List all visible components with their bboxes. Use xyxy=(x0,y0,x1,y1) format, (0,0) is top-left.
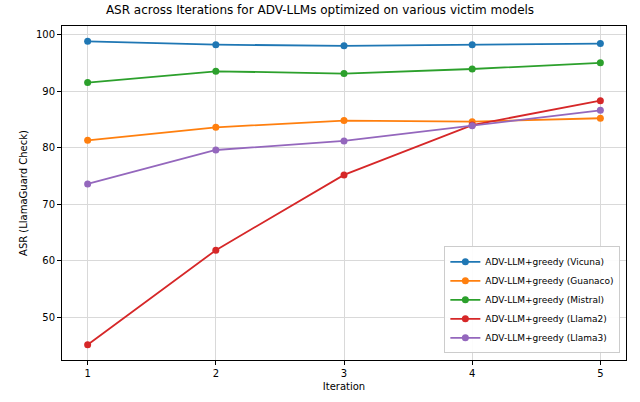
svg-text:ASR across Iterations for ADV-: ASR across Iterations for ADV-LLMs optim… xyxy=(106,3,534,17)
svg-text:1: 1 xyxy=(84,368,90,379)
svg-text:100: 100 xyxy=(36,29,55,40)
svg-text:5: 5 xyxy=(597,368,603,379)
svg-text:ADV-LLM+greedy (Mistral): ADV-LLM+greedy (Mistral) xyxy=(485,295,604,305)
svg-text:ADV-LLM+greedy (Guanaco): ADV-LLM+greedy (Guanaco) xyxy=(485,276,613,286)
svg-text:60: 60 xyxy=(42,255,55,266)
svg-text:90: 90 xyxy=(42,86,55,97)
svg-text:ADV-LLM+greedy (Vicuna): ADV-LLM+greedy (Vicuna) xyxy=(485,257,604,267)
svg-text:70: 70 xyxy=(42,199,55,210)
svg-text:80: 80 xyxy=(42,142,55,153)
svg-text:ADV-LLM+greedy (Llama3): ADV-LLM+greedy (Llama3) xyxy=(485,333,606,343)
svg-text:ASR (LlamaGuard Check): ASR (LlamaGuard Check) xyxy=(18,130,29,256)
svg-text:Iteration: Iteration xyxy=(323,381,365,392)
svg-text:2: 2 xyxy=(213,368,219,379)
svg-text:ADV-LLM+greedy (Llama2): ADV-LLM+greedy (Llama2) xyxy=(485,314,606,324)
svg-text:3: 3 xyxy=(341,368,347,379)
svg-text:50: 50 xyxy=(42,312,55,323)
svg-text:4: 4 xyxy=(469,368,475,379)
